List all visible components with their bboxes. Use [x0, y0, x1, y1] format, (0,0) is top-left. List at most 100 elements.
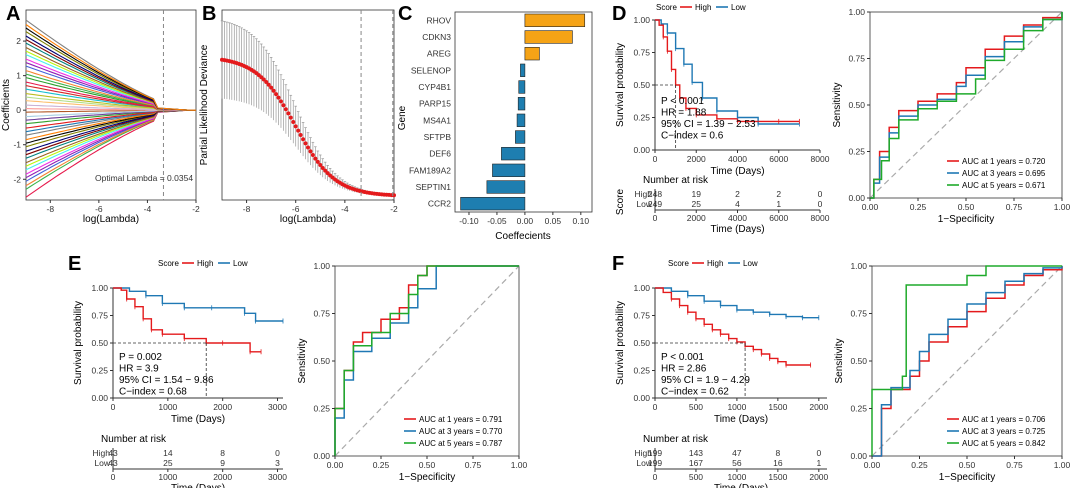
panel-d-xlabel: Time (Days) [710, 166, 764, 177]
panel-d-risk-low-cell: 0 [818, 199, 823, 209]
panel-f-roc-xlabel: 1−Specificity [939, 472, 995, 483]
panel-e-low-curve [113, 287, 283, 322]
panel-f-ylabel: Survival probability [615, 301, 626, 385]
panel-e-y-tick-label: 0.25 [91, 366, 108, 376]
panel-e-x-tick-label: 2000 [213, 402, 232, 412]
panel-e-risk-xlabel: Time (Days) [171, 483, 225, 488]
panel-f-roc-y-tick-label: 1.00 [850, 261, 867, 271]
panel-d-risk-low-cell: 4 [735, 199, 740, 209]
panel-d-stat-line: HR = 1.88 [661, 108, 707, 119]
panel-f-legend-high: High [707, 259, 723, 268]
panel-f-risk-high-cell: 0 [816, 448, 821, 458]
panel-d-roc-legend-entry: AUC at 1 years = 0.720 [962, 157, 1046, 166]
panel-d-x-tick-label: 2000 [687, 154, 706, 164]
panel-c-bar [492, 163, 526, 177]
panel-a-y-tick-label: 1 [16, 71, 21, 81]
panel-e-roc-x-tick-label: 0.50 [419, 460, 436, 470]
panel-b-x-tick-label: -6 [292, 204, 300, 214]
panel-label-d: D [612, 3, 626, 25]
panel-e-roc-y-tick-label: 1.00 [313, 261, 330, 271]
panel-d-roc-x-tick-label: 0.75 [1006, 202, 1023, 212]
panel-e-risk-high-cell: 8 [220, 448, 225, 458]
panel-d-legend-low: Low [731, 3, 746, 12]
panel-e-roc-y-tick-label: 0.75 [313, 309, 330, 319]
panel-e-roc: 0.00 0.25 0.50 0.75 1.00 0.00 0.25 0.50 0.75 1.00… [297, 261, 528, 483]
panel-f-legend-low: Low [743, 259, 758, 268]
panel-e-y-tick-label: 0.00 [91, 393, 108, 403]
panel-b-point [298, 133, 303, 138]
panel-a-ylabel: Coefficients [1, 79, 12, 131]
panel-f-risk-high-cell: 47 [732, 448, 742, 458]
panel-b-point [264, 79, 269, 84]
panel-b-point [323, 168, 328, 173]
panel-b-ylabel: Partial Likelihood Deviance [199, 44, 210, 165]
panel-b-point [266, 82, 271, 87]
panel-c-gene-label: CYP4B1 [418, 82, 451, 92]
panel-d-stat-line: C−index = 0.6 [661, 131, 724, 142]
panel-f-y-tick-label: 0.25 [633, 366, 650, 376]
panel-f-risk-title: Number at risk [643, 434, 709, 445]
panel-b-point [303, 141, 308, 146]
panel-f-roc-x-tick-label: 0.75 [1006, 460, 1023, 470]
panel-c-gene-label: FAM189A2 [409, 165, 451, 175]
panel-e-roc-curve-3 [334, 265, 519, 456]
panel-e-x-tick-label: 0 [111, 402, 116, 412]
panel-c-bar [486, 180, 526, 194]
panel-a-xlabel: log(Lambda) [83, 214, 139, 225]
panel-a-x-ticks: -8 -6 -4 -2 [47, 200, 200, 214]
panel-e-stat-line: HR = 3.9 [119, 364, 159, 375]
panel-f-roc-curve-3 [871, 265, 1062, 456]
panel-a-x-tick-label: -2 [192, 204, 200, 214]
panel-e-roc-legend-entry: AUC at 1 years = 0.791 [419, 415, 503, 424]
panel-c-bar [501, 147, 526, 161]
panel-label-a: A [6, 3, 20, 25]
panel-c-ylabel: Gene [397, 105, 408, 130]
panel-f-x-tick-label: 1000 [727, 402, 746, 412]
panel-c-bar [524, 30, 573, 44]
panel-e-roc-legend-box [401, 412, 515, 450]
panel-f-x-tick-label: 0 [653, 402, 658, 412]
panel-c-bar [524, 13, 586, 27]
panel-b-point [283, 107, 288, 112]
panel-d-stat-line: 95% CI = 1.39 − 2.53 [661, 119, 756, 130]
panel-e-risk-x-tick: 2000 [213, 472, 232, 482]
panel-d-risk-xlabel: Time (Days) [710, 224, 764, 235]
panel-c-coefficients: RHOV CDKN3 AREG SELENOP CYP4B1 PARP15 MS4A1 SFT… [397, 11, 593, 242]
panel-d-risk-row-high: High [635, 189, 653, 199]
panel-d-y-tick-label: 0.00 [633, 145, 650, 155]
panel-f-roc-x-tick-label: 0.50 [959, 460, 976, 470]
panel-d-risk-high-cell: 2 [735, 189, 740, 199]
panel-b-point [274, 92, 279, 97]
panel-c-gene-label: AREG [427, 49, 451, 59]
panel-e-roc-ylabel: Sensitivity [297, 338, 308, 383]
panel-d-risk-x-tick: 0 [653, 213, 658, 223]
panel-d-risk-low-cell: 25 [692, 199, 702, 209]
panel-f-risk-high-cell: 8 [775, 448, 780, 458]
panel-a-y-ticks: -2 -1 0 1 2 [13, 36, 26, 184]
panel-b-points [220, 57, 396, 198]
panel-a-x-tick-label: -6 [95, 204, 103, 214]
panel-e-y-tick-label: 1.00 [91, 283, 108, 293]
panel-b-point [306, 145, 310, 150]
panel-d-roc-x-tick-label: 0.00 [862, 202, 879, 212]
panel-f-risk-x-tick: 1000 [727, 472, 746, 482]
panel-c-gene-label: SEPTIN1 [416, 182, 452, 192]
panel-e-roc-xlabel: 1−Specificity [399, 472, 455, 483]
panel-f-roc-legend-entry: AUC at 3 years = 0.725 [962, 427, 1046, 436]
panel-b-point [271, 88, 276, 93]
panel-d-roc: 0.00 0.25 0.50 0.75 1.00 0.00 0.25 0.50 0.75 1.00… [832, 7, 1071, 225]
panel-d-y-tick-label: 0.50 [633, 80, 650, 90]
panel-b-point [308, 149, 313, 154]
panel-b-frame [221, 9, 395, 201]
panel-c-bar [524, 47, 540, 61]
panel-f-roc-y-tick-label: 0.25 [850, 404, 867, 414]
panel-d-y-tick-label: 1.00 [633, 15, 650, 25]
panel-e-risk-x-tick: 1000 [158, 472, 177, 482]
panel-d-x-tick-label: 6000 [769, 154, 788, 164]
panel-b-x-tick-label: -2 [390, 204, 398, 214]
panel-e-risk-high-cell: 0 [275, 448, 280, 458]
panel-e-risk-row-high: High [93, 448, 111, 458]
panel-d-risk-x-tick: 4000 [728, 213, 747, 223]
panel-f-y-tick-label: 0.75 [633, 311, 650, 321]
panel-b-point [291, 119, 296, 124]
